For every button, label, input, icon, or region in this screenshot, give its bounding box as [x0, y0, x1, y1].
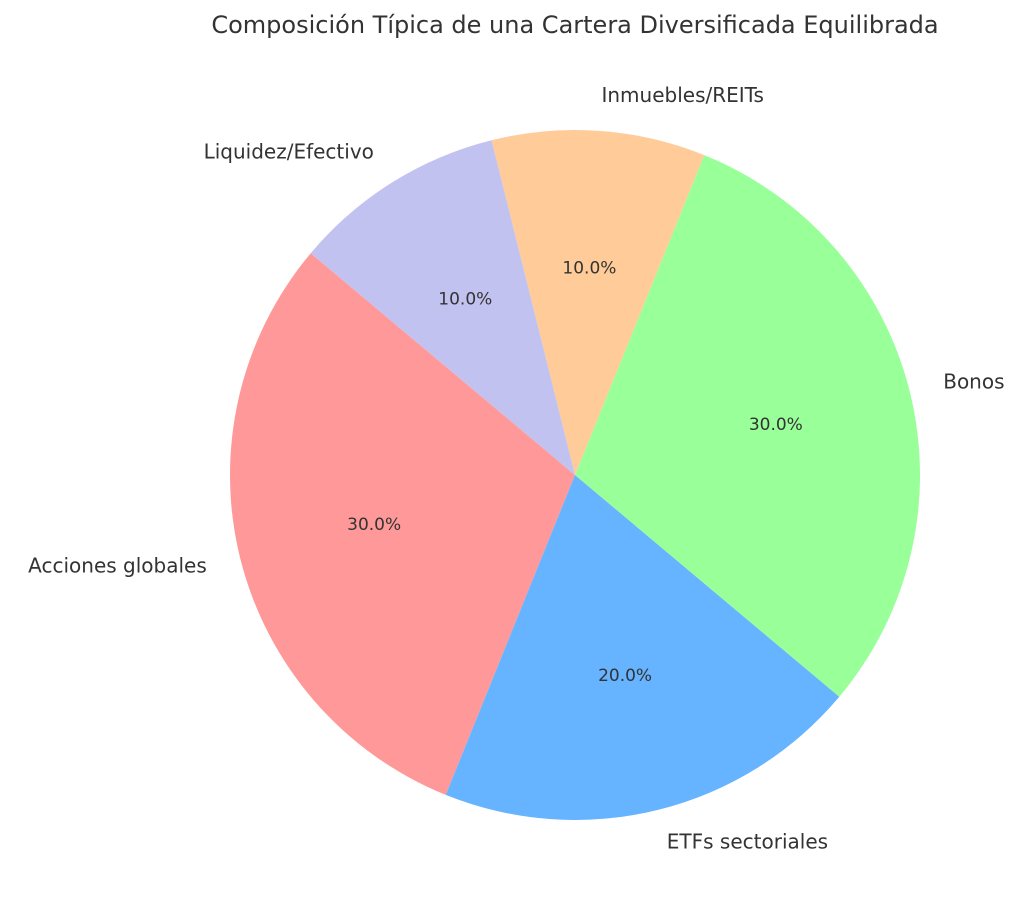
pie-slice — [229, 253, 575, 795]
slice-label: Inmuebles/REITs — [601, 83, 764, 107]
slice-label: Bonos — [943, 370, 1004, 394]
chart-title: Composición Típica de una Cartera Divers… — [211, 11, 938, 39]
pie-slice — [310, 140, 575, 475]
value-label: 30.0% — [749, 415, 803, 435]
pie-slice — [575, 155, 920, 697]
value-label: 10.0% — [562, 259, 616, 279]
pie-slice — [491, 130, 705, 476]
value-label: 20.0% — [598, 666, 652, 686]
value-label: 30.0% — [347, 515, 401, 535]
slice-label: ETFs sectoriales — [667, 830, 828, 854]
value-label: 10.0% — [438, 289, 492, 309]
slice-label: Liquidez/Efectivo — [204, 140, 374, 164]
pie-slice — [445, 475, 840, 820]
slice-label: Acciones globales — [28, 553, 207, 577]
